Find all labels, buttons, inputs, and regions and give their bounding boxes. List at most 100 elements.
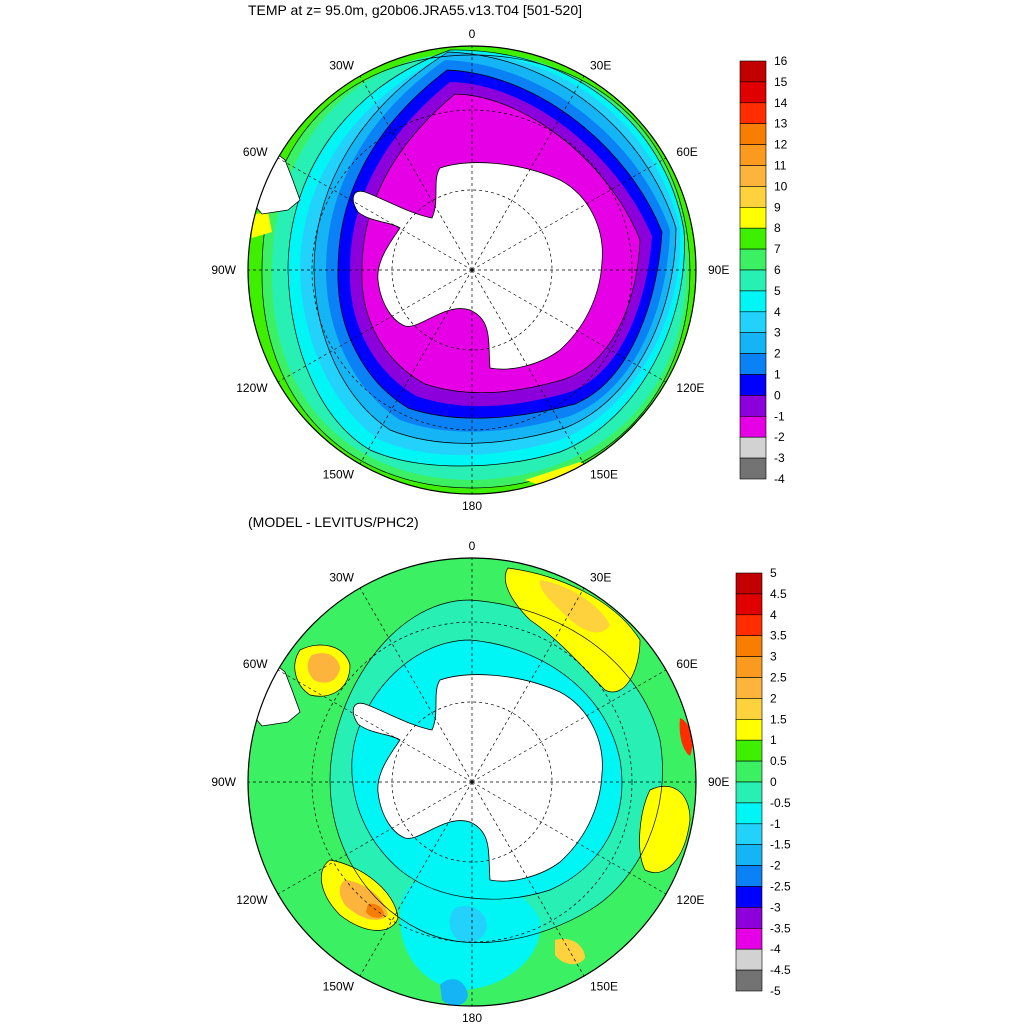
bottom-colorbar-swatch: [735, 907, 763, 929]
top-colorbar-label: 12: [774, 138, 788, 152]
top-colorbar-label: 16: [774, 54, 788, 68]
bottom-colorbar-label: -3: [770, 900, 781, 914]
bottom-colorbar-label: 1.5: [770, 712, 787, 726]
top-colorbar-swatch: [739, 186, 767, 208]
top-colorbar-swatch: [739, 457, 767, 480]
bottom-colorbar-swatch: [735, 572, 763, 595]
top-contour-lines: [261, 49, 691, 489]
bottom-colorbar-swatch: [735, 677, 763, 699]
bottom-colorbar-label: 5: [770, 566, 777, 580]
bottom-colorbar-swatch: [735, 593, 763, 616]
top-lon-label: 150W: [323, 467, 355, 481]
top-colorbar-swatch: [739, 248, 767, 271]
bottom-colorbar-swatch: [735, 739, 763, 762]
top-colorbar-label: 7: [774, 242, 781, 256]
top-longitude-labels: 0 30E 60E 90E 120E 150E 180 150W 120W 90W 60W 30W: [211, 27, 729, 513]
bottom-lon-label: 150E: [590, 979, 618, 993]
top-colorbar-swatch: [739, 395, 767, 417]
top-lon-label: 150E: [590, 467, 618, 481]
bottom-lon-label: 60W: [243, 657, 268, 671]
bottom-colorbar-label: -3.5: [770, 921, 791, 935]
top-colorbar-swatch: [739, 415, 767, 438]
bottom-colorbar-label: -1: [770, 817, 781, 831]
top-colorbar-swatch: [739, 144, 767, 166]
top-colorbar-swatch: [739, 207, 767, 229]
bottom-colorbar-label: -0.5: [770, 796, 791, 810]
bottom-map-border: [247, 557, 697, 1007]
top-colorbar-label: 3: [774, 326, 781, 340]
top-colorbar-swatch: [739, 165, 767, 187]
top-colorbar-label: 15: [774, 75, 788, 89]
bottom-lon-label: 30E: [590, 571, 611, 585]
bottom-colorbar-label: 1: [770, 733, 777, 747]
bottom-longitude-labels: 0 30E 60E 90E 120E 150E 180 150W 120W 90W 60W 30W: [211, 539, 729, 1024]
bottom-antarctica-land: [352, 674, 603, 882]
top-colorbar-swatch: [739, 102, 767, 125]
bottom-colorbar-swatch: [735, 948, 763, 971]
top-lon-label: 60W: [243, 145, 268, 159]
bottom-lon-label: 120W: [236, 893, 268, 907]
bottom-hot-edge: [679, 718, 693, 756]
bottom-colorbar-label: -1.5: [770, 838, 791, 852]
top-colorbar-label: -1: [774, 409, 785, 423]
bottom-lon-label: 180: [462, 1011, 482, 1024]
top-lon-label: 90W: [211, 263, 236, 277]
top-colorbar-swatch: [739, 311, 767, 333]
bottom-colorbar: 5 4.5 4 3.5 3 2.5 2 1.5 1 0.5 0 -0.5 -1 -1.5 -2 -2.5 -3 -…: [735, 566, 791, 998]
bottom-colorbar-label: 2.5: [770, 671, 787, 685]
top-colorbar-swatch: [739, 123, 767, 145]
top-colorbar-swatch: [739, 269, 767, 292]
top-colorbar-swatch: [739, 81, 767, 104]
top-colorbar-label: 2: [774, 347, 781, 361]
top-lon-label: 120W: [236, 381, 268, 395]
bottom-colorbar-swatch: [735, 844, 763, 866]
bottom-colorbar-swatch: [735, 823, 763, 845]
bottom-polar-map: 0 30E 60E 90E 120E 150E 180 150W 120W 90W 60W 30W: [211, 539, 729, 1024]
top-colorbar-label: -2: [774, 430, 785, 444]
bottom-colorbar-label: 0.5: [770, 754, 787, 768]
top-colorbar-swatch: [739, 290, 767, 313]
bottom-warm-indian: [639, 786, 690, 873]
top-colorbar-label: 10: [774, 179, 788, 193]
top-map-border: [247, 45, 697, 495]
bottom-colorbar-label: 4.5: [770, 587, 787, 601]
bottom-colorbar-label: -4.5: [770, 963, 791, 977]
bottom-colorbar-label: 0: [770, 775, 777, 789]
top-colorbar-label: 6: [774, 263, 781, 277]
top-lon-label: 120E: [676, 381, 704, 395]
top-colorbar-label: 14: [774, 96, 788, 110]
top-lon-label: 30W: [329, 59, 354, 73]
top-colorbar-label: 13: [774, 117, 788, 131]
bottom-region-blue-spot: [449, 905, 487, 943]
top-lon-label: 30E: [590, 59, 611, 73]
bottom-lon-label: 60E: [676, 657, 697, 671]
bottom-colorbar-swatch: [735, 698, 763, 720]
bottom-colorbar-swatch: [735, 886, 763, 908]
bottom-colorbar-label: 3.5: [770, 629, 787, 643]
bottom-region-blue-south: [440, 979, 468, 1006]
bottom-colorbar-swatch: [735, 927, 763, 950]
bottom-colorbar-swatch: [735, 781, 763, 804]
bottom-graticule: [248, 558, 696, 1006]
bottom-colorbar-label: -5: [770, 984, 781, 998]
top-colorbar-label: 5: [774, 284, 781, 298]
top-colorbar-label: -3: [774, 451, 785, 465]
bottom-colorbar-swatch: [735, 865, 763, 887]
bottom-map-title: (MODEL - LEVITUS/PHC2): [248, 514, 419, 530]
bottom-lon-label: 30W: [329, 571, 354, 585]
bottom-colorbar-swatch: [735, 969, 763, 992]
top-polar-map: 0 30E 60E 90E 120E 150E 180 150W 120W 90W 60W 30W: [211, 27, 729, 513]
bottom-colorbar-label: 4: [770, 608, 777, 622]
top-temperature-field: [248, 46, 696, 494]
bottom-colorbar-label: -2: [770, 859, 781, 873]
bottom-colorbar-swatch: [735, 635, 763, 657]
bottom-colorbar-swatch: [735, 656, 763, 678]
top-colorbar-swatch: [739, 227, 767, 250]
top-colorbar-label: 11: [774, 159, 787, 173]
top-colorbar-label: -4: [774, 472, 785, 486]
bottom-lon-label: 150W: [323, 979, 355, 993]
bottom-colorbar-swatch: [735, 802, 763, 825]
top-map-title: TEMP at z= 95.0m, g20b06.JRA55.v13.T04 […: [248, 2, 582, 18]
bottom-lon-label: 0: [469, 539, 476, 553]
bottom-colorbar-label: -2.5: [770, 880, 791, 894]
